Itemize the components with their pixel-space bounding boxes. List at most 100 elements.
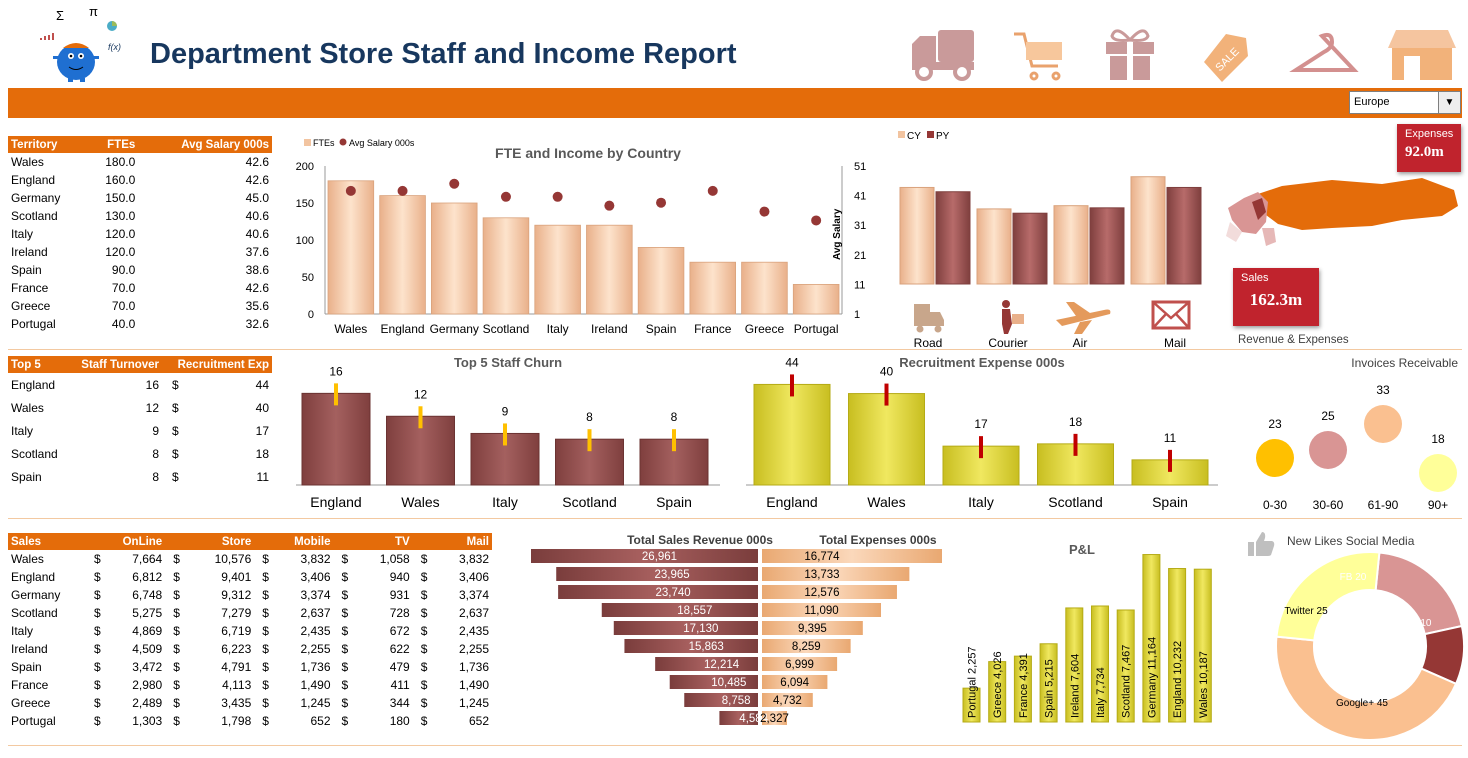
y2-axis-label: Avg Salary	[832, 208, 843, 260]
territory-cell: Wales	[11, 155, 44, 169]
sales-value-cell: 3,435	[221, 696, 252, 710]
territory-cell: Greece	[11, 299, 51, 313]
currency-cell: $	[173, 696, 180, 710]
x-tick-label: France	[694, 322, 732, 336]
pl-label: Portugal 2,257	[967, 646, 979, 718]
currency-cell: $	[262, 642, 269, 656]
sales-value-cell: 652	[468, 714, 489, 728]
currency-cell: $	[262, 678, 269, 692]
fte-bar	[637, 247, 685, 315]
currency-cell: $	[172, 423, 179, 438]
fte-cell: 70.0	[111, 299, 136, 313]
currency-cell: $	[262, 696, 269, 710]
sales-value-cell: 2,255	[300, 642, 331, 656]
sales-value-cell: 3,832	[458, 552, 489, 566]
x-tick-label: Spain	[646, 322, 677, 336]
store-icon	[1388, 30, 1456, 80]
revenue-bar	[531, 549, 758, 563]
expense-label: 9,395	[798, 623, 827, 635]
table-row: Portugal $1,303 $1,798 $652 $180 $652	[8, 712, 492, 730]
social-title: New Likes Social Media	[1287, 534, 1415, 548]
pl-bar	[1091, 605, 1109, 723]
mode-label: Road	[914, 336, 943, 350]
sales-value-cell: 9,312	[221, 588, 252, 602]
currency-cell: $	[262, 714, 269, 728]
logo: Σ π f(x)	[36, 4, 126, 84]
revenue-expenses-label: Revenue & Expenses	[1238, 334, 1349, 346]
donut-slice	[1275, 635, 1458, 741]
legend-fte-swatch	[304, 139, 311, 146]
revenue-label: 4,584	[739, 713, 768, 725]
sales-value-cell: 2,637	[458, 606, 489, 620]
x-tick-label: Wales	[867, 494, 905, 510]
thumbs-up-icon	[1248, 532, 1275, 556]
chart-title: P&L	[1069, 542, 1095, 557]
expense-bar	[762, 549, 942, 563]
table-row: Scotland $5,275 $7,279 $2,637 $728 $2,637	[8, 604, 492, 622]
currency-cell: $	[94, 660, 101, 674]
sales-value-cell: 2,489	[132, 696, 163, 710]
currency-cell: $	[94, 588, 101, 602]
revenue-bar	[558, 585, 758, 599]
region-select[interactable]: Europe ▼	[1349, 91, 1461, 114]
fte-bar	[379, 195, 426, 315]
currency-cell: $	[420, 588, 428, 602]
sales-value-cell: 3,472	[132, 660, 163, 674]
currency-cell: $	[341, 552, 349, 566]
fte-cell: 180.0	[105, 155, 136, 169]
x-tick-label: Portugal	[794, 322, 839, 336]
table-row: England $6,812 $9,401 $3,406 $940 $3,406	[8, 568, 492, 586]
invoice-bucket-label: 30-60	[1313, 498, 1344, 512]
salary-point	[656, 197, 667, 208]
expense-label: 4,732	[773, 695, 802, 707]
column-header: FTEs	[86, 136, 139, 153]
salary-point	[397, 185, 408, 196]
invoice-bucket-label: 0-30	[1263, 498, 1287, 512]
sale-tag-icon: SALE	[1204, 34, 1248, 82]
sales-value-cell: 6,719	[221, 624, 252, 638]
sales-value-cell: 1,058	[379, 552, 410, 566]
cy-bar	[899, 186, 935, 285]
fte-cell: 160.0	[105, 173, 136, 187]
expenses-value: 92.0m	[1405, 144, 1444, 160]
mail-flap-icon	[1152, 301, 1190, 329]
sales-value-cell: 672	[389, 624, 410, 638]
territory-cell: Ireland	[11, 245, 48, 259]
x-tick-label: Wales	[401, 494, 439, 510]
cy-bar	[976, 208, 1012, 285]
region-select-value: Europe	[1354, 96, 1390, 108]
header-icons: SALE	[912, 29, 1456, 82]
currency-cell: $	[262, 624, 269, 638]
currency-cell: $	[262, 588, 269, 602]
chart-title: FTE and Income by Country	[495, 145, 681, 161]
fte-cell: 120.0	[105, 245, 136, 259]
salary-cell: 45.0	[245, 191, 269, 205]
sales-card: Sales 162.3m	[1233, 268, 1319, 326]
legend-cy-swatch	[898, 131, 905, 138]
data-label: 16	[329, 364, 343, 378]
airplane-icon	[1056, 302, 1111, 334]
salary-cell: 40.6	[245, 209, 269, 223]
currency-cell: $	[94, 606, 101, 620]
country-cell: Spain	[11, 469, 42, 484]
pl-label: Germany 11,164	[1146, 637, 1158, 718]
chevron-down-icon[interactable]: ▼	[1438, 92, 1460, 113]
turnover-cell: 8	[152, 446, 160, 461]
expense-bar	[762, 567, 910, 581]
fte-cell: 150.0	[105, 191, 136, 205]
territory-cell: Germany	[11, 191, 61, 205]
funnel-title-expenses: Total Expenses 000s	[819, 533, 936, 547]
py-bar	[1089, 207, 1125, 285]
road-truck-icon	[914, 304, 944, 326]
sales-label: Sales	[1241, 272, 1269, 284]
sales-value-cell: 622	[389, 642, 410, 656]
table-row: Spain 90.0 38.6	[8, 261, 272, 279]
section-divider	[8, 745, 1462, 746]
sales-value-cell: 3,832	[300, 552, 331, 566]
currency-cell: $	[420, 606, 428, 620]
pl-label: Wales 10,187	[1198, 651, 1210, 718]
currency-cell: $	[172, 446, 179, 461]
expense-bar	[762, 585, 897, 599]
table-row: Wales $7,664 $10,576 $3,832 $1,058 $3,832	[8, 550, 492, 568]
column-header: Store	[165, 533, 255, 550]
